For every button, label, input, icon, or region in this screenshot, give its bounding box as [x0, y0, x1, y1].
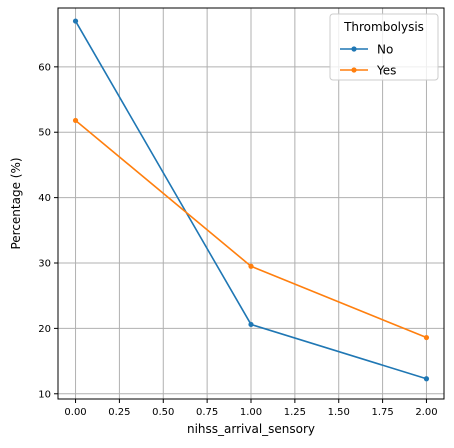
legend-title: Thrombolysis: [343, 20, 424, 34]
x-tick-label: 1.25: [284, 407, 306, 418]
y-tick-label: 40: [38, 193, 51, 204]
legend-box: [329, 13, 439, 81]
x-tick-label: 2.00: [415, 407, 437, 418]
y-tick-label: 30: [38, 259, 51, 270]
legend-label-no: No: [377, 43, 393, 57]
x-tick-label: 1.00: [240, 407, 262, 418]
x-tick-label: 0.00: [64, 407, 86, 418]
legend-marker-no: [351, 46, 357, 52]
y-axis: 10 20 30 40 50 60: [38, 62, 58, 400]
y-tick-label: 60: [38, 62, 51, 73]
x-tick-label: 0.50: [152, 407, 174, 418]
data-point-no: [423, 376, 430, 382]
x-tick-label: 1.50: [328, 407, 350, 418]
legend-label-yes: Yes: [376, 64, 396, 78]
series-layer: [72, 18, 430, 382]
x-axis-title: nihss_arrival_sensory: [187, 422, 315, 436]
x-axis: 0.00 0.25 0.50 0.75 1.00 1.25 1.50 1.75 2.00: [64, 399, 438, 418]
data-point-yes: [72, 117, 79, 124]
data-point-no: [248, 321, 254, 328]
y-tick-label: 50: [38, 128, 51, 139]
x-tick-label: 0.25: [108, 407, 130, 418]
legend-marker-yes: [351, 67, 357, 73]
y-tick-label: 10: [38, 389, 51, 400]
y-axis-title: Percentage (%): [9, 157, 23, 249]
x-tick-label: 0.75: [196, 407, 218, 418]
data-point-yes: [423, 334, 430, 341]
data-point-yes: [248, 263, 254, 269]
x-tick-label: 1.75: [371, 407, 393, 418]
legend: Thrombolysis No Yes: [329, 13, 439, 81]
legend-entries: No Yes: [340, 43, 396, 78]
data-point-no: [72, 18, 79, 24]
y-tick-label: 20: [38, 324, 51, 335]
